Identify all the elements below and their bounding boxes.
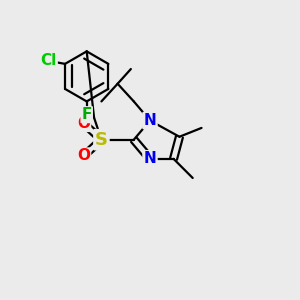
Text: S: S — [95, 131, 108, 149]
Text: Cl: Cl — [41, 53, 57, 68]
Text: N: N — [144, 151, 156, 166]
Text: O: O — [77, 116, 90, 131]
Text: N: N — [144, 113, 156, 128]
Text: F: F — [82, 107, 92, 122]
Text: O: O — [77, 148, 90, 164]
